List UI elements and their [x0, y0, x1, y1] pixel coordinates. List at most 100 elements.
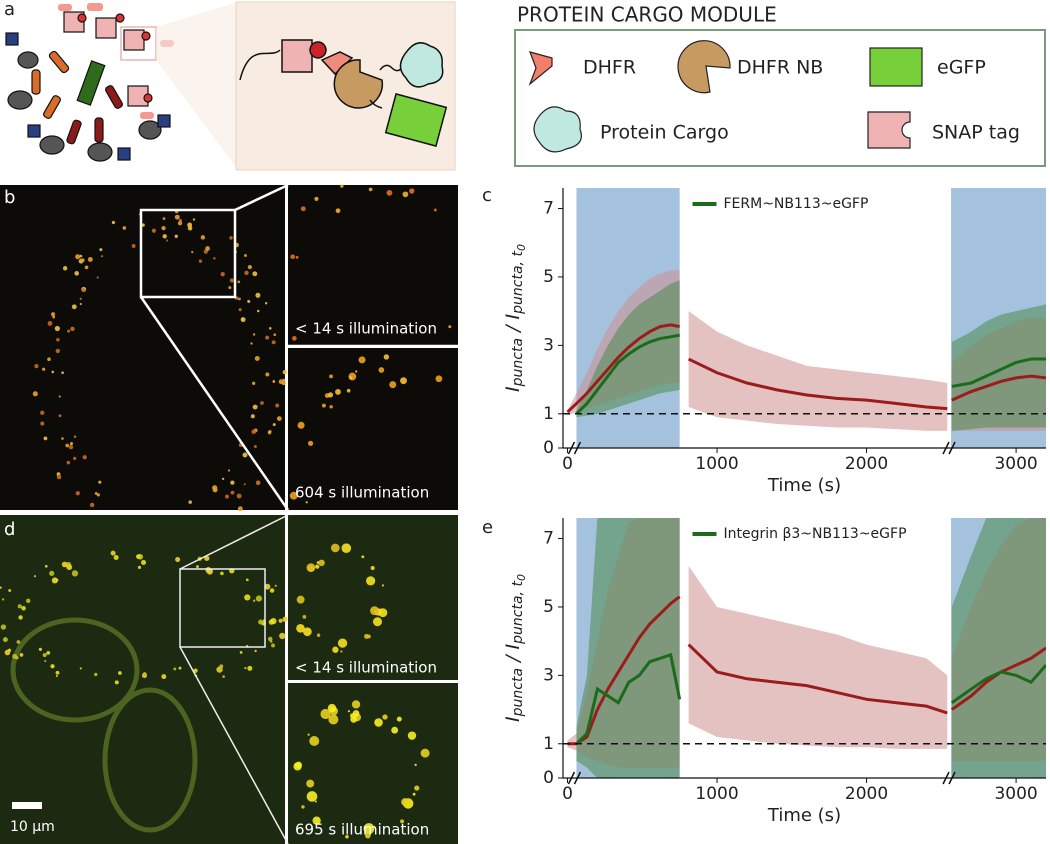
spot	[74, 271, 80, 276]
spot	[345, 835, 349, 839]
spot	[50, 664, 55, 669]
spot	[374, 718, 383, 727]
spot	[351, 700, 361, 709]
module-item: DHFR	[583, 57, 636, 79]
spot	[56, 474, 62, 480]
spot	[200, 235, 206, 240]
spot	[110, 550, 116, 556]
spot	[306, 791, 318, 802]
spot	[66, 564, 73, 571]
spot	[312, 816, 321, 825]
spot	[448, 325, 452, 329]
spot	[295, 761, 302, 769]
spot	[175, 557, 181, 563]
axis-break	[942, 771, 956, 785]
spot	[255, 595, 263, 602]
micrograph-inset	[288, 185, 458, 345]
spot	[252, 271, 258, 277]
panel-label: c	[482, 185, 492, 206]
spot	[1, 598, 5, 601]
spot	[221, 477, 225, 481]
spot	[54, 325, 60, 332]
spot	[256, 481, 260, 486]
y-axis-label-part: puncta, t	[510, 581, 526, 645]
spot	[407, 731, 417, 740]
spot	[55, 670, 60, 675]
y-axis-label: Ipuncta / Ipuncta, t0	[502, 574, 529, 722]
spot	[328, 714, 339, 725]
spot	[400, 819, 405, 824]
spot	[340, 650, 343, 653]
spot	[252, 599, 256, 603]
axis-break	[567, 771, 582, 785]
spot	[237, 506, 243, 512]
spot	[65, 443, 70, 448]
spot	[136, 554, 141, 559]
spot	[44, 659, 47, 663]
spot	[337, 638, 348, 648]
spot	[254, 355, 260, 361]
spot	[292, 336, 297, 341]
error-band	[576, 518, 1046, 778]
micrograph-inset	[288, 348, 458, 510]
spot	[278, 618, 283, 623]
spot	[297, 421, 305, 429]
spot	[98, 480, 102, 484]
legend-label: FERM~NB113~eGFP	[724, 196, 869, 212]
spot	[67, 329, 71, 333]
spot	[51, 577, 58, 584]
spot	[96, 276, 99, 279]
spot	[192, 218, 196, 221]
spot	[435, 375, 443, 383]
x-axis-label: Time (s)	[767, 475, 841, 496]
spot	[250, 414, 255, 419]
spot	[17, 604, 22, 609]
spot	[18, 615, 23, 620]
x-axis-label: Time (s)	[767, 805, 841, 826]
spot	[49, 570, 55, 576]
spot	[7, 648, 12, 652]
spot	[327, 703, 337, 713]
spot	[50, 312, 56, 317]
spot	[239, 650, 243, 654]
y-tick-label: 1	[543, 404, 554, 424]
y-tick-label: 0	[543, 768, 554, 788]
spot	[220, 272, 225, 277]
axis-break	[567, 441, 582, 455]
spot	[341, 543, 352, 553]
x-tick-label: 1000	[695, 784, 738, 804]
y-axis-label-part: puncta, t	[510, 251, 526, 315]
spot	[82, 455, 87, 460]
spot	[265, 335, 270, 340]
spot	[243, 483, 246, 486]
spot	[307, 440, 314, 446]
spot	[318, 559, 325, 567]
spot	[268, 429, 272, 434]
spot	[238, 308, 242, 312]
spot	[389, 381, 397, 389]
y-axis-label-part: I	[502, 716, 524, 722]
spot	[68, 444, 74, 450]
spot	[47, 321, 53, 326]
spot	[174, 234, 178, 239]
spot	[352, 710, 360, 717]
spot	[162, 234, 167, 239]
x-tick-label: 3000	[994, 784, 1037, 804]
y-tick-label: 1	[543, 734, 554, 754]
spot	[40, 410, 45, 415]
spot	[56, 337, 60, 342]
spot	[302, 615, 307, 619]
spot	[222, 675, 225, 678]
spot	[256, 309, 260, 313]
spot	[420, 748, 430, 758]
spot	[178, 666, 182, 670]
spot	[244, 254, 247, 257]
spot	[141, 223, 145, 227]
spot	[70, 326, 75, 332]
spot	[272, 423, 276, 427]
spot	[42, 652, 47, 658]
micrograph	[0, 515, 285, 844]
y-tick-label: 3	[543, 335, 554, 355]
spot	[381, 584, 385, 587]
